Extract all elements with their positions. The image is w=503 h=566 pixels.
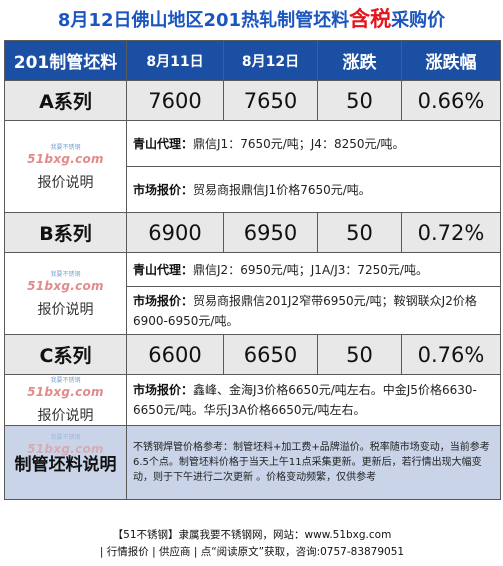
watermark-logo: 我要不锈钢 51bxg.com xyxy=(27,377,104,399)
price-change-pct: 0.72% xyxy=(401,212,501,253)
watermark-logo: 我要不锈钢 51bxg.com xyxy=(27,270,104,293)
title-main: 8月12日佛山地区201热轧制管坯料 xyxy=(57,10,350,31)
header-change-pct: 涨跌幅 xyxy=(401,40,501,81)
header-curr-date: 8月12日 xyxy=(223,40,318,81)
curr-price: 6650 xyxy=(223,334,318,375)
header-change: 涨跌 xyxy=(317,40,402,81)
series-row-c: C系列 6600 6650 50 0.76% xyxy=(4,334,501,375)
price-change: 50 xyxy=(317,212,402,253)
footer-line-2: | 行情报价 | 供应商 | 点“阅读原文”获取，咨询:0757-8387905… xyxy=(99,546,405,558)
series-name: A系列 xyxy=(4,80,127,121)
note-row-b2: 市场报价：贸易商报鼎信201J2窄带6950元/吨；鞍钢联众J2价格6900-6… xyxy=(5,286,501,335)
footer-line-1: 【51不锈钢】隶属我要不锈钢网，网站：www.51bxg.com xyxy=(112,529,392,541)
note-row-b1: 我要不锈钢 51bxg.com 报价说明 青山代理：鼎信J2：6950元/吨；J1… xyxy=(4,252,501,335)
price-table: 201制管坯料 8月11日 8月12日 涨跌 涨跌幅 A系列 7600 7650… xyxy=(4,40,501,500)
prev-price: 6600 xyxy=(126,334,224,375)
price-note-cell: 我要不锈钢 51bxg.com 报价说明 xyxy=(4,252,127,335)
note-text: 青山代理：鼎信J1：7650元/吨；J4：8250元/吨。 xyxy=(126,120,501,167)
price-note-label: 报价说明 xyxy=(37,408,94,424)
footnote-label-cell: 我要不锈钢 51bxg.com 制管坯料说明 xyxy=(4,425,127,500)
note-text: 青山代理：鼎信J2：6950元/吨；J1A/J3：7250元/吨。 xyxy=(126,252,501,287)
price-change-pct: 0.66% xyxy=(401,80,501,121)
price-note-label: 报价说明 xyxy=(37,174,94,191)
prev-price: 6900 xyxy=(126,212,224,253)
note-row-a2: 市场报价：贸易商报鼎信J1价格7650元/吨。 xyxy=(5,166,501,213)
footnote-row: 我要不锈钢 51bxg.com 制管坯料说明 不锈钢焊管价格参考：制管坯料+加工费… xyxy=(4,425,501,500)
page-footer: 【51不锈钢】隶属我要不锈钢网，网站：www.51bxg.com | 行情报价 … xyxy=(4,527,500,563)
footnote-text: 不锈钢焊管价格参考：制管坯料+加工费+品牌溢价。税率随市场变动，当前参考6.5个… xyxy=(126,425,501,500)
price-note-cell: 我要不锈钢 51bxg.com 报价说明 xyxy=(4,120,127,213)
title-highlight: 含税 xyxy=(349,7,392,31)
note-row-c1: 我要不锈钢 51bxg.com 报价说明 市场报价：鑫峰、金海J3价格6650元/… xyxy=(4,374,501,426)
series-row-b: B系列 6900 6950 50 0.72% xyxy=(4,212,501,253)
price-change: 50 xyxy=(317,334,402,375)
note-row-a1: 我要不锈钢 51bxg.com 报价说明 青山代理：鼎信J1：7650元/吨；J4… xyxy=(4,120,501,213)
note-text: 市场报价：贸易商报鼎信J1价格7650元/吨。 xyxy=(126,166,501,213)
watermark-logo: 我要不锈钢 51bxg.com xyxy=(27,434,104,456)
note-text: 市场报价：贸易商报鼎信201J2窄带6950元/吨；鞍钢联众J2价格6900-6… xyxy=(126,286,501,335)
series-row-a: A系列 7600 7650 50 0.66% xyxy=(4,80,501,121)
table-header-row: 201制管坯料 8月11日 8月12日 涨跌 涨跌幅 xyxy=(4,40,501,81)
header-product: 201制管坯料 xyxy=(4,40,127,81)
watermark-logo: 我要不锈钢 51bxg.com xyxy=(27,143,104,166)
curr-price: 6950 xyxy=(223,212,318,253)
prev-price: 7600 xyxy=(126,80,224,121)
price-note-label: 报价说明 xyxy=(37,301,94,318)
series-name: C系列 xyxy=(4,334,127,375)
price-note-cell: 我要不锈钢 51bxg.com 报价说明 xyxy=(4,374,127,426)
price-change: 50 xyxy=(317,80,402,121)
series-name: B系列 xyxy=(4,212,127,253)
title-suffix: 采购价 xyxy=(391,10,446,31)
page-title: 8月12日佛山地区201热轧制管坯料含税采购价 xyxy=(0,0,503,38)
footnote-label: 制管坯料说明 xyxy=(14,455,117,475)
header-prev-date: 8月11日 xyxy=(126,40,224,81)
curr-price: 7650 xyxy=(223,80,318,121)
price-change-pct: 0.76% xyxy=(401,334,501,375)
note-text: 市场报价：鑫峰、金海J3价格6650元/吨左右。中金J5价格6630-6650元… xyxy=(126,374,501,426)
